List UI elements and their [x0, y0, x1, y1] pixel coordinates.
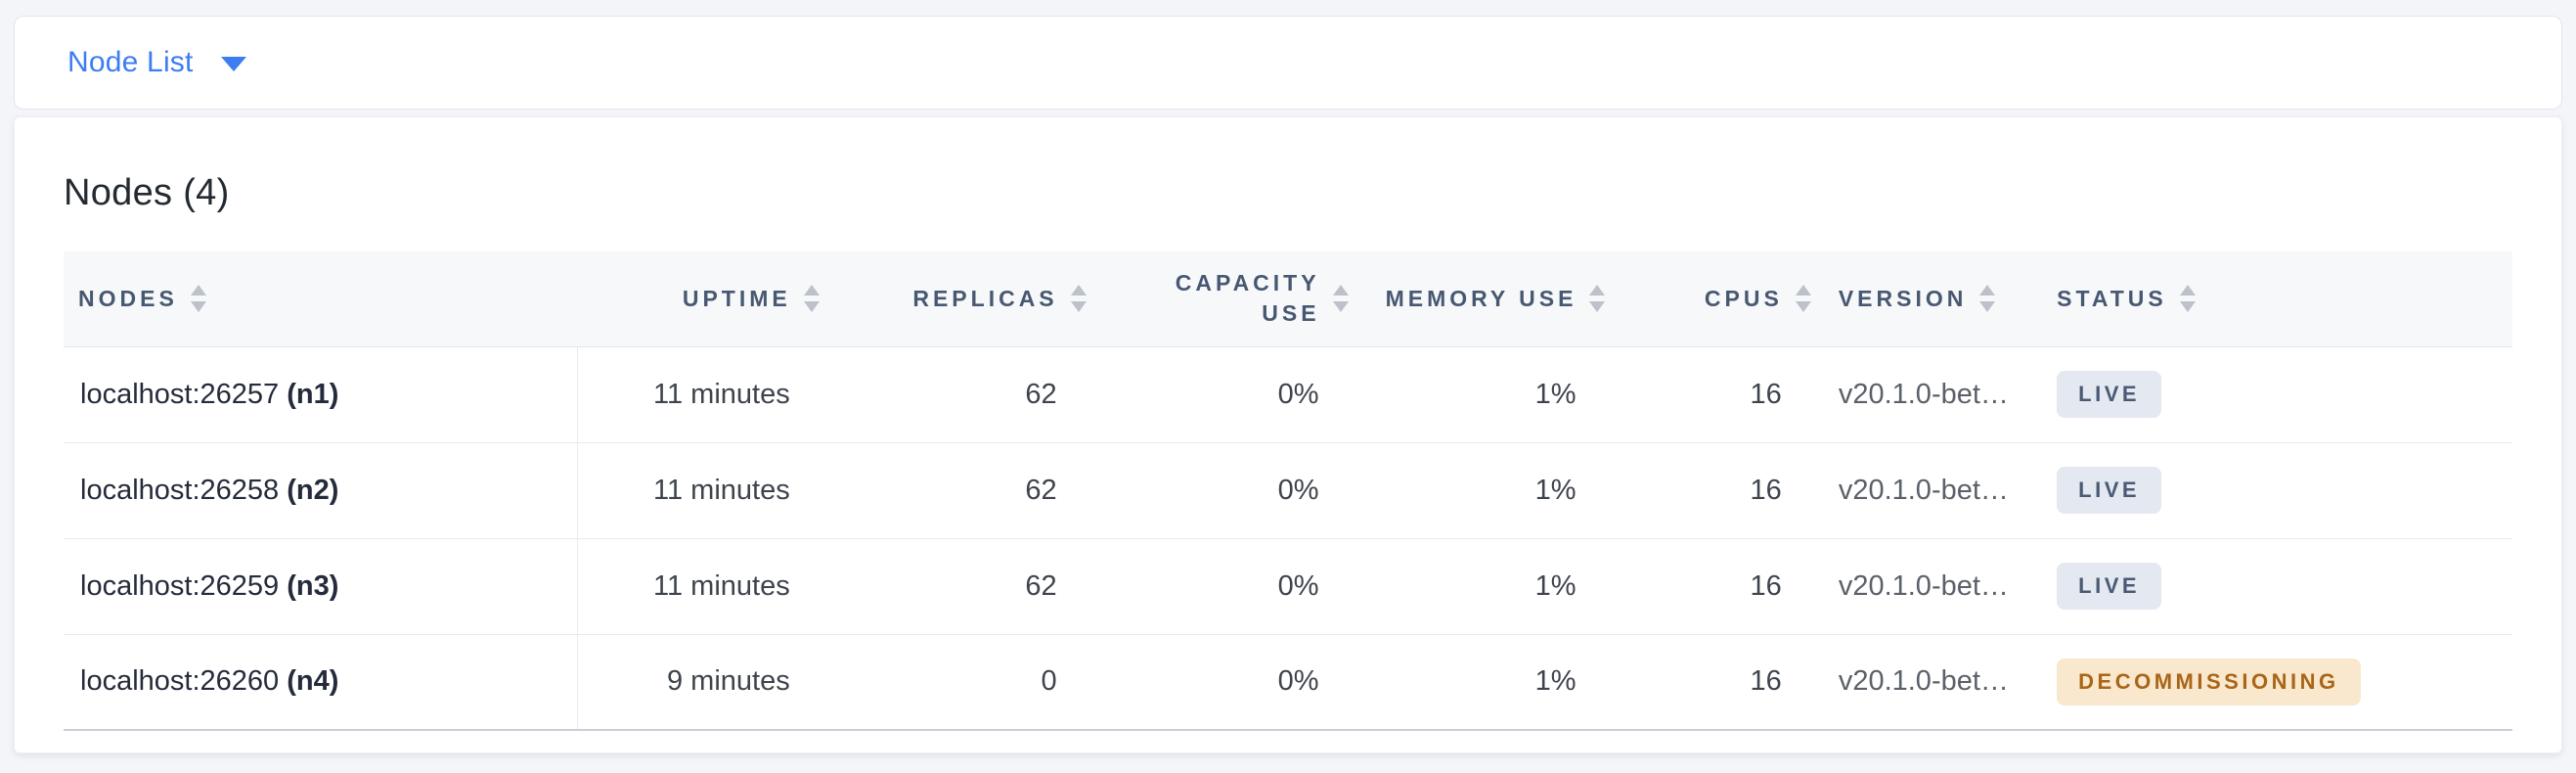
status-badge: LIVE [2057, 371, 2162, 418]
status-cell: LIVE [2037, 442, 2512, 539]
column-header-capacity-use[interactable]: CAPACITY USE [1091, 251, 1355, 347]
capacity-use-cell: 0% [1091, 634, 1355, 731]
column-header-uptime-label: UPTIME [682, 285, 791, 311]
node-id: (n2) [287, 474, 339, 506]
column-header-status[interactable]: STATUS [2037, 251, 2512, 347]
column-header-cpus[interactable]: CPUS [1611, 251, 1817, 347]
column-header-replicas[interactable]: REPLICAS [824, 251, 1092, 347]
table-row[interactable]: localhost:26259 (n3) 11 minutes 62 0% 1%… [64, 538, 2512, 635]
column-header-memory-use-label: MEMORY USE [1385, 285, 1577, 311]
column-header-replicas-label: REPLICAS [912, 285, 1058, 311]
node-list-dropdown-label: Node List [67, 46, 194, 78]
memory-use-cell: 1% [1354, 538, 1612, 635]
node-address: localhost:26258 [80, 474, 280, 506]
column-header-capacity-use-label: CAPACITY USE [1175, 270, 1320, 327]
column-header-status-label: STATUS [2057, 285, 2167, 311]
uptime-cell: 11 minutes [577, 442, 825, 539]
node-address-cell: localhost:26258 (n2) [64, 442, 579, 539]
node-id: (n1) [287, 378, 339, 410]
replicas-cell: 62 [824, 538, 1092, 635]
table-row[interactable]: localhost:26258 (n2) 11 minutes 62 0% 1%… [64, 442, 2512, 539]
table-row[interactable]: localhost:26260 (n4) 9 minutes 0 0% 1% 1… [64, 634, 2512, 731]
node-address-cell: localhost:26260 (n4) [64, 634, 579, 731]
sort-icon [1589, 285, 1606, 313]
uptime-cell: 11 minutes [577, 346, 825, 443]
status-cell: LIVE [2037, 538, 2512, 635]
node-id: (n4) [287, 665, 339, 698]
sort-icon [2179, 285, 2196, 313]
node-address: localhost:26260 [80, 665, 280, 698]
caret-down-icon [220, 57, 246, 71]
node-list-dropdown[interactable]: Node List [67, 46, 246, 79]
node-id: (n3) [287, 569, 339, 602]
version-cell: v20.1.0-bet… [1816, 346, 2038, 443]
status-badge: LIVE [2057, 563, 2162, 610]
status-badge: DECOMMISSIONING [2057, 658, 2361, 705]
column-header-version-label: VERSION [1838, 285, 1968, 311]
column-header-nodes-label: NODES [78, 285, 178, 311]
replicas-cell: 62 [824, 346, 1092, 443]
nodes-table: NODES UPTIME REPLICAS [64, 251, 2512, 731]
column-header-uptime[interactable]: UPTIME [577, 251, 825, 347]
cpus-cell: 16 [1611, 634, 1817, 731]
column-header-nodes[interactable]: NODES [64, 251, 578, 347]
status-badge: LIVE [2057, 467, 2162, 514]
version-cell: v20.1.0-bet… [1816, 442, 2038, 539]
panel-title: Nodes (4) [64, 172, 230, 213]
memory-use-cell: 1% [1354, 634, 1612, 731]
view-selector-card: Node List [14, 16, 2562, 110]
cpus-cell: 16 [1611, 538, 1817, 635]
status-cell: LIVE [2037, 346, 2512, 443]
version-cell: v20.1.0-bet… [1816, 634, 2038, 731]
status-cell: DECOMMISSIONING [2037, 634, 2512, 731]
nodes-panel: Nodes (4) NODES [14, 116, 2562, 753]
node-address: localhost:26259 [80, 569, 280, 602]
uptime-cell: 11 minutes [577, 538, 825, 635]
column-header-memory-use[interactable]: MEMORY USE [1354, 251, 1612, 347]
cpus-cell: 16 [1611, 346, 1817, 443]
sort-icon [1795, 285, 1811, 313]
version-cell: v20.1.0-bet… [1816, 538, 2038, 635]
uptime-cell: 9 minutes [577, 634, 825, 731]
sort-icon [190, 285, 206, 313]
memory-use-cell: 1% [1354, 346, 1612, 443]
sort-icon [803, 285, 820, 313]
column-header-version[interactable]: VERSION [1816, 251, 2038, 347]
sort-icon [1332, 285, 1349, 313]
capacity-use-cell: 0% [1091, 442, 1355, 539]
sort-icon [1979, 285, 1996, 313]
table-row[interactable]: localhost:26257 (n1) 11 minutes 62 0% 1%… [64, 346, 2512, 443]
node-address-cell: localhost:26259 (n3) [64, 538, 579, 635]
table-header-row: NODES UPTIME REPLICAS [64, 251, 2512, 347]
sort-icon [1070, 285, 1087, 313]
capacity-use-cell: 0% [1091, 538, 1355, 635]
cpus-cell: 16 [1611, 442, 1817, 539]
node-address-cell: localhost:26257 (n1) [64, 346, 579, 443]
memory-use-cell: 1% [1354, 442, 1612, 539]
replicas-cell: 0 [824, 634, 1092, 731]
capacity-use-cell: 0% [1091, 346, 1355, 443]
replicas-cell: 62 [824, 442, 1092, 539]
column-header-cpus-label: CPUS [1704, 285, 1783, 311]
node-address: localhost:26257 [80, 378, 280, 410]
